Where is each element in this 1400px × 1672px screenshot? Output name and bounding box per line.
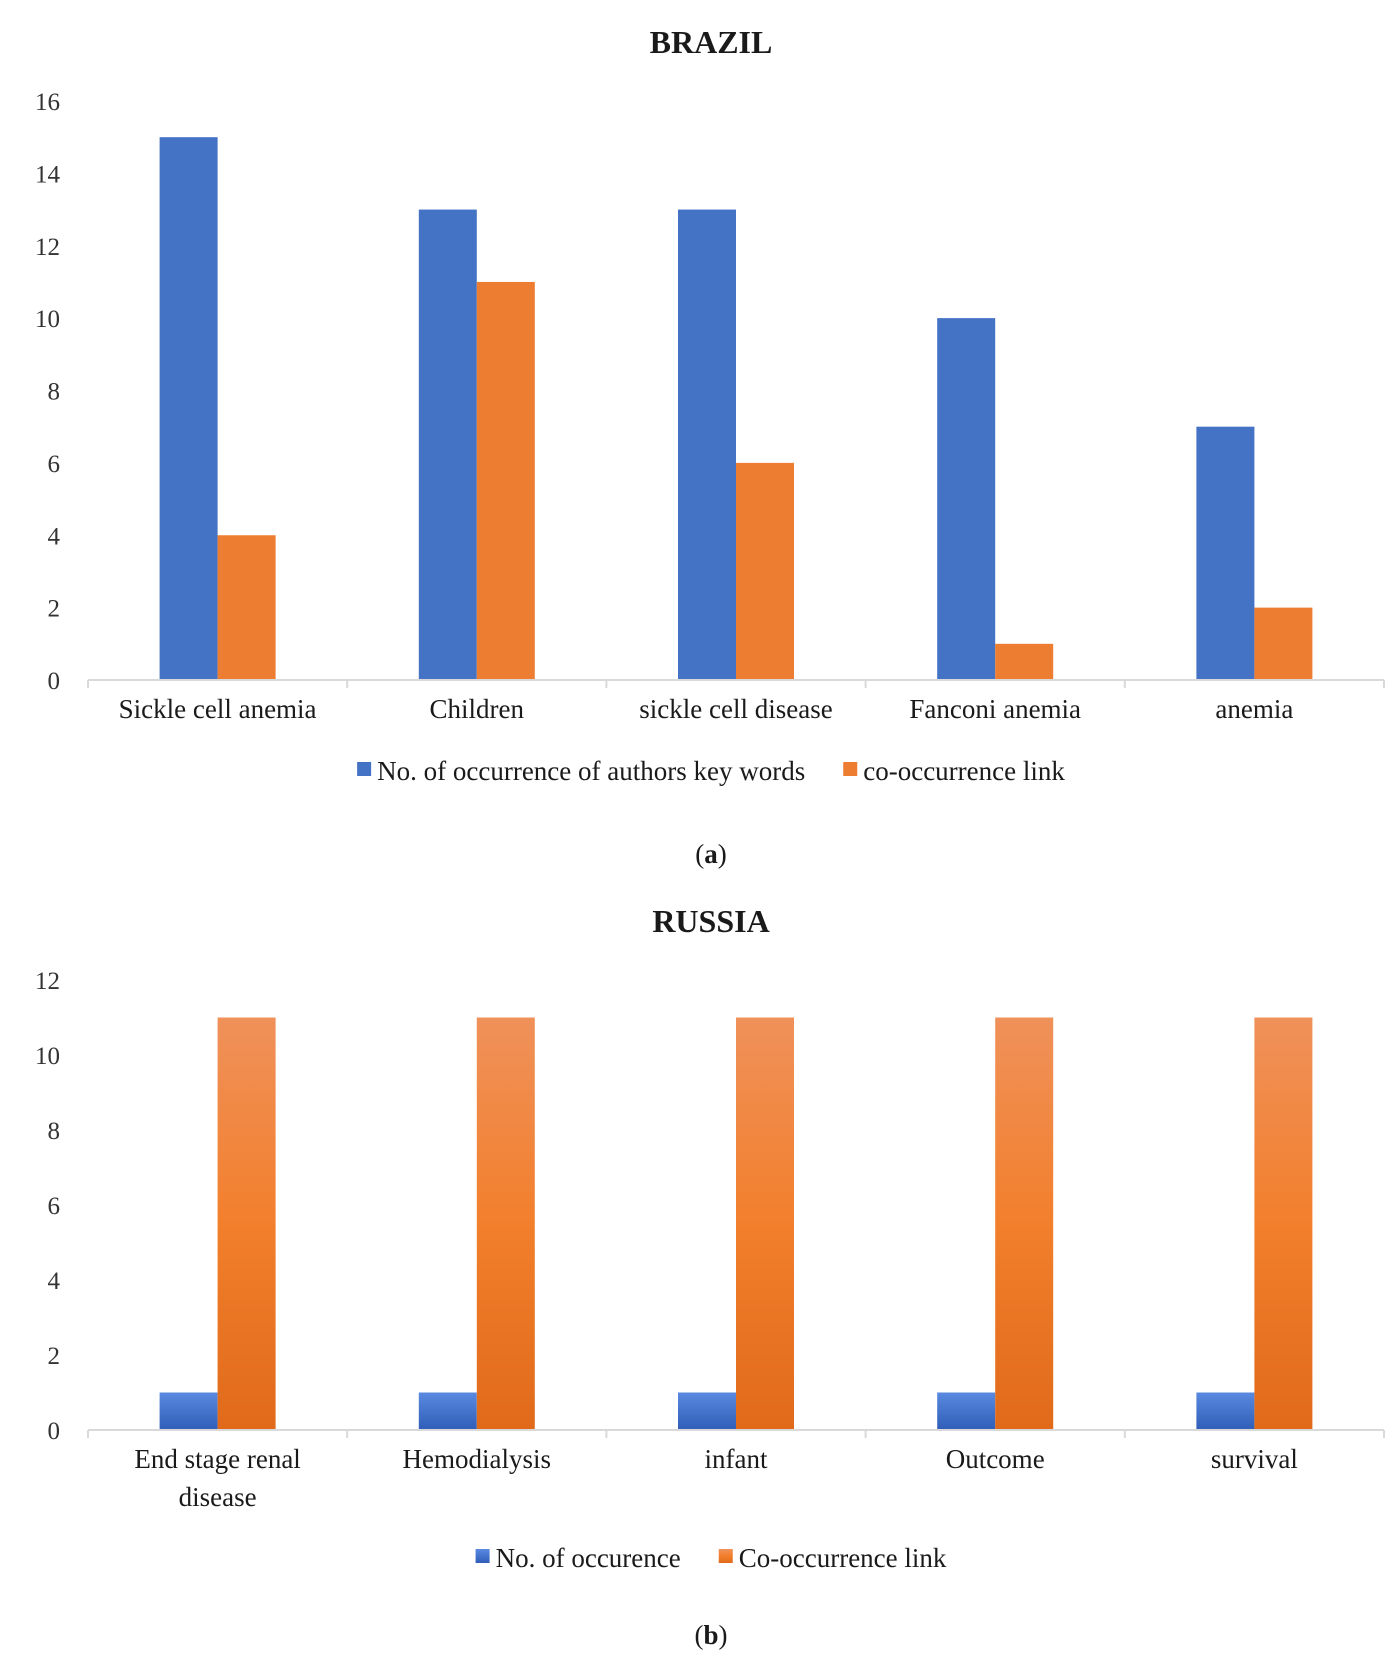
category-label: Children — [430, 694, 525, 724]
chart-title: RUSSIA — [652, 903, 769, 939]
bar-series2 — [1254, 607, 1313, 680]
y-tick-label: 12 — [35, 234, 60, 261]
legend-label: No. of occurence — [496, 1543, 681, 1573]
legend-label: No. of occurrence of authors key words — [377, 756, 805, 786]
chart-russia: RUSSIA 0 2 4 6 8 10 12 End stage renal disease He… — [35, 903, 1385, 1573]
bar-series1 — [159, 137, 218, 680]
legend-label: Co-occurrence link — [739, 1543, 947, 1573]
bar-series1 — [418, 1392, 477, 1430]
y-tick-label: 4 — [48, 523, 61, 550]
bar-series2 — [1254, 1017, 1313, 1430]
bar-series2 — [995, 643, 1054, 680]
category-label: anemia — [1215, 694, 1293, 724]
category-label: Fanconi anemia — [909, 694, 1081, 724]
y-tick-label: 2 — [48, 1343, 61, 1370]
y-tick-label: 4 — [48, 1268, 61, 1295]
category-label: sickle cell disease — [639, 694, 832, 724]
y-tick-label: 14 — [35, 161, 61, 188]
y-tick-label: 6 — [48, 1193, 61, 1220]
category-label: Outcome — [946, 1444, 1045, 1474]
category-label: survival — [1211, 1444, 1298, 1474]
y-tick-label: 12 — [35, 968, 60, 995]
y-tick-label: 8 — [48, 379, 61, 406]
y-tick-label: 2 — [48, 596, 61, 623]
category-label: disease — [179, 1482, 257, 1512]
bar-series2 — [995, 1017, 1054, 1430]
legend-swatch — [357, 762, 372, 776]
bar-series1 — [937, 1392, 996, 1430]
chart-brazil: BRAZIL 0 2 4 6 8 10 12 14 16 Sickle cell anemia Ch… — [35, 24, 1385, 786]
chart-title: BRAZIL — [650, 24, 773, 60]
bar-series2 — [217, 1017, 276, 1430]
caption-b: (b) — [694, 1620, 727, 1650]
bar-series2 — [476, 281, 535, 680]
bar-series1 — [678, 1392, 736, 1430]
category-label: End stage renal — [134, 1444, 300, 1474]
y-tick-label: 16 — [35, 89, 60, 116]
bar-series2 — [476, 1017, 535, 1430]
legend-swatch — [475, 1549, 490, 1563]
legend: No. of occurrence of authors key words co… — [357, 756, 1065, 786]
y-tick-label: 6 — [48, 451, 61, 478]
bar-series1 — [159, 1392, 218, 1430]
bar-series2 — [217, 535, 276, 680]
legend-swatch — [718, 1549, 733, 1563]
legend-swatch — [843, 762, 858, 776]
legend: No. of occurence Co-occurrence link — [475, 1543, 947, 1573]
bar-series2 — [736, 1017, 794, 1430]
bar-series1 — [937, 318, 996, 680]
bar-series1 — [418, 209, 477, 680]
bar-series1 — [678, 209, 736, 680]
y-tick-label: 10 — [35, 1043, 60, 1070]
category-label: Sickle cell anemia — [119, 694, 317, 724]
caption-a: (a) — [695, 839, 727, 869]
y-tick-label: 10 — [35, 306, 60, 333]
bar-series1 — [1196, 1392, 1255, 1430]
y-tick-label: 0 — [48, 668, 61, 695]
y-tick-label: 0 — [48, 1418, 61, 1445]
y-tick-label: 8 — [48, 1118, 61, 1145]
bar-series1 — [1196, 426, 1255, 680]
category-label: infant — [705, 1444, 768, 1474]
legend-label: co-occurrence link — [863, 756, 1065, 786]
category-label: Hemodialysis — [403, 1444, 552, 1474]
bar-series2 — [736, 462, 794, 680]
